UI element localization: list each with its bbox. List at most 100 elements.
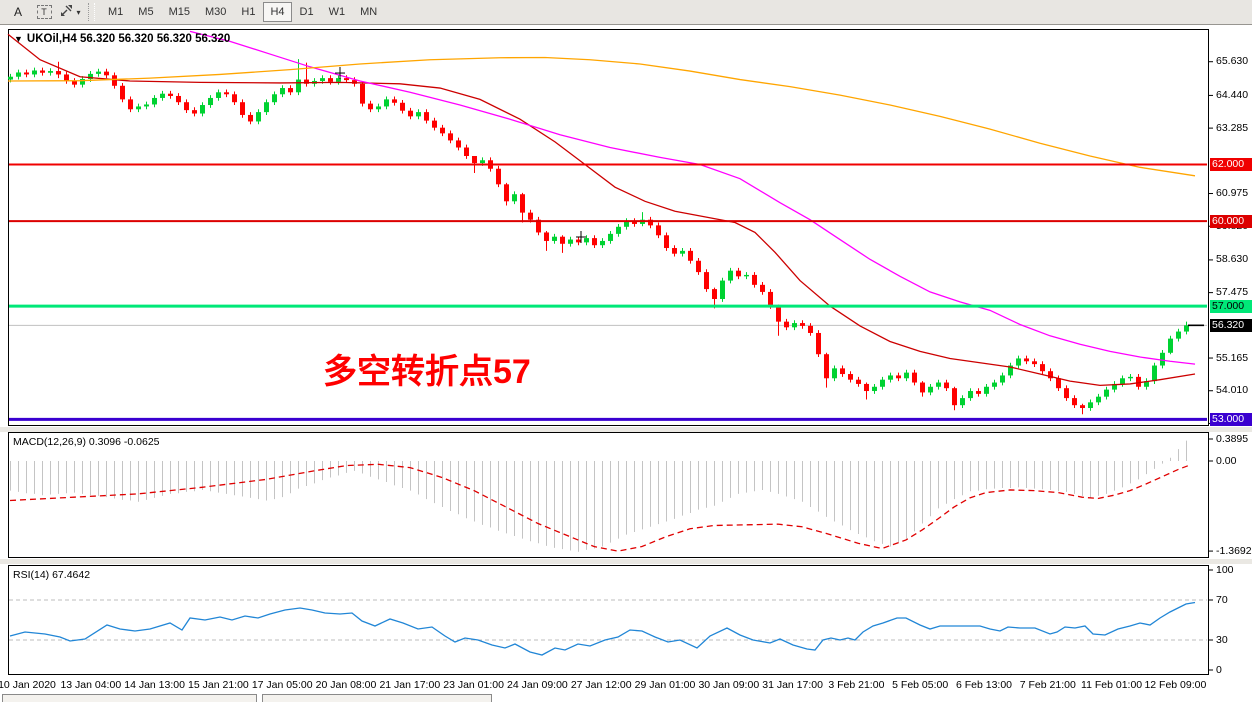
date-axis-label: 6 Feb 13:00 <box>955 679 1013 691</box>
ma-line-medium <box>189 30 1196 365</box>
timeframe-button-w1[interactable]: W1 <box>328 6 346 18</box>
date-axis-label: 24 Jan 09:00 <box>507 679 568 691</box>
date-axis-label: 15 Jan 21:00 <box>188 679 249 691</box>
candle-body <box>128 99 133 110</box>
candle-body <box>1048 371 1053 379</box>
candle-body <box>112 75 117 86</box>
text-box-tool-button[interactable]: T <box>32 1 56 23</box>
candle-body <box>480 160 485 164</box>
candle-body <box>344 78 349 81</box>
candle-body <box>592 238 597 246</box>
panel-splitter[interactable] <box>0 427 1252 432</box>
diagonal-arrows-icon <box>59 4 74 20</box>
macd-signal-line <box>9 463 1191 552</box>
candle-body <box>600 240 605 246</box>
candle-body <box>1096 396 1101 403</box>
date-axis-label: 7 Feb 21:00 <box>1019 679 1076 691</box>
candle-body <box>168 93 173 96</box>
price-tick-label: 64.440 <box>1216 88 1249 101</box>
candle-body <box>88 73 93 79</box>
candle-body <box>1008 365 1013 376</box>
price-tick-label: 57.475 <box>1216 286 1249 299</box>
timeframe-button-d1[interactable]: D1 <box>299 6 314 18</box>
date-axis-label: 29 Jan 01:00 <box>634 679 696 691</box>
price-tick-label: 65.630 <box>1216 55 1249 68</box>
price-tick-label: 55.165 <box>1216 351 1249 364</box>
rsi-tick-label: 100 <box>1216 563 1234 576</box>
chart-title: ▼ UKOil,H4 56.320 56.320 56.320 56.320 <box>14 33 230 45</box>
candle-body <box>240 102 245 115</box>
price-badge-62.000: 62.000 <box>1210 157 1252 171</box>
candle-body <box>968 391 973 399</box>
docked-window-edge <box>262 694 492 702</box>
candle-body <box>568 239 573 244</box>
candle-body <box>448 133 453 141</box>
date-axis-label: 31 Jan 17:00 <box>762 679 823 691</box>
candle-body <box>1080 405 1085 409</box>
main-chart-panel[interactable] <box>8 29 1209 426</box>
timeframe-button-h1[interactable]: H1 <box>241 6 256 18</box>
bottom-window-edge <box>0 694 1252 702</box>
timeframe-button-h4[interactable]: H4 <box>263 2 292 22</box>
candle-body <box>496 168 501 185</box>
date-axis-label: 3 Feb 21:00 <box>828 679 885 691</box>
candle-body <box>248 114 253 122</box>
candle-body <box>880 379 885 387</box>
collapse-caret-icon[interactable]: ▼ <box>14 34 23 44</box>
candle-body <box>32 70 37 75</box>
candle-body <box>872 386 877 392</box>
candle-body <box>896 375 901 379</box>
candle-body <box>800 323 805 326</box>
candle-body <box>512 194 517 202</box>
rsi-panel[interactable] <box>8 565 1209 675</box>
candle-body <box>856 379 861 384</box>
candle-body <box>352 80 357 84</box>
panel-splitter[interactable] <box>0 559 1252 564</box>
candle-body <box>824 354 829 379</box>
timeframe-button-m15[interactable]: M15 <box>168 6 190 18</box>
timeframe-button-m5[interactable]: M5 <box>138 6 154 18</box>
timeframe-button-m30[interactable]: M30 <box>204 6 227 18</box>
candle-body <box>1000 375 1005 383</box>
candle-body <box>224 92 229 95</box>
macd-indicator-label: MACD(12,26,9) 0.3096 -0.0625 <box>13 436 160 448</box>
candle-body <box>1136 376 1141 387</box>
macd-panel[interactable] <box>8 432 1209 558</box>
candle-body <box>1168 338 1173 353</box>
docked-window-edge <box>2 694 257 702</box>
candle-body <box>392 99 397 103</box>
candle-body <box>728 270 733 281</box>
candle-body <box>1104 389 1109 397</box>
candle-body <box>712 289 717 299</box>
candle-body <box>136 106 141 110</box>
rsi-indicator-label: RSI(14) 67.4642 <box>13 569 91 581</box>
date-axis-label: 10 Jan 2020 <box>0 679 56 691</box>
price-badge-57.000: 57.000 <box>1210 299 1252 313</box>
candle-body <box>736 270 741 277</box>
candle-body <box>984 386 989 394</box>
candle-body <box>176 95 181 103</box>
chart-annotation-text[interactable]: 多空转折点57 <box>323 353 531 391</box>
candle-body <box>1040 364 1045 372</box>
candle-body <box>664 235 669 249</box>
candle-body <box>192 110 197 114</box>
candle-body <box>376 106 381 110</box>
candle-body <box>48 71 53 73</box>
candle-body <box>256 112 261 122</box>
candle-body <box>368 103 373 110</box>
macd-panel-border <box>8 432 1209 558</box>
symbol-ohlc-text: UKOil,H4 56.320 56.320 56.320 56.320 <box>26 33 231 45</box>
candle-body <box>1016 358 1021 366</box>
timeframe-button-m1[interactable]: M1 <box>108 6 124 18</box>
macd-tick-label: -1.3692 <box>1216 544 1252 557</box>
candle-body <box>784 321 789 328</box>
text-label-tool-button[interactable]: A <box>13 5 22 19</box>
candle-body <box>616 226 621 234</box>
candle-body <box>160 93 165 98</box>
timeframe-button-mn[interactable]: MN <box>360 6 378 18</box>
cursor-style-tool-button[interactable]: ▾ <box>58 1 82 23</box>
candle-body <box>472 156 477 164</box>
candle-body <box>816 332 821 355</box>
candle-body <box>656 225 661 236</box>
toolbar-grip[interactable] <box>88 3 95 21</box>
